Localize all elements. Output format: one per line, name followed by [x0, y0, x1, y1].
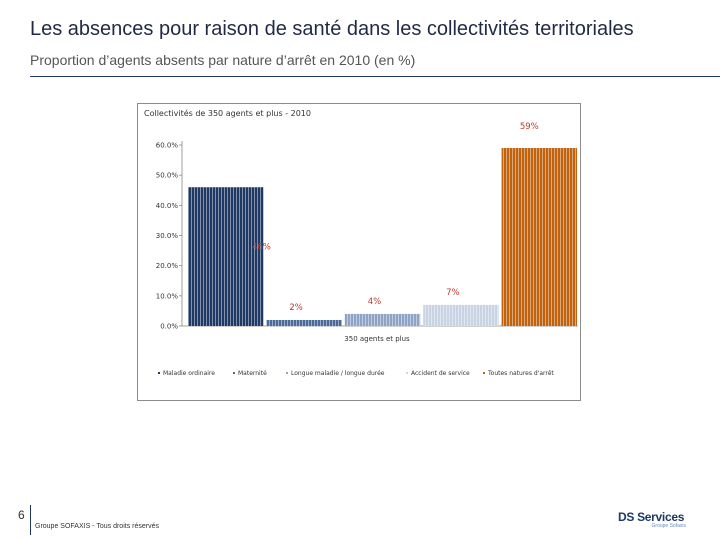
- copyright-text: Groupe SOFAXIS - Tous droits réservés: [35, 523, 159, 530]
- logo-tagline: Groupe Sofaxis: [651, 523, 686, 529]
- y-tick-label: 40.0%: [156, 202, 179, 210]
- slide-subtitle: Proportion d’agents absents par nature d…: [30, 52, 416, 68]
- legend-label: Longue maladie / longue durée: [291, 370, 385, 377]
- footer-divider: [30, 505, 31, 535]
- x-axis-label: 350 agents et plus: [344, 335, 410, 343]
- data-label: 7%: [446, 288, 460, 298]
- chart-title: Collectivités de 350 agents et plus - 20…: [144, 108, 311, 118]
- y-tick-label: 0.0%: [160, 323, 178, 331]
- slide-title: Les absences pour raison de santé dans l…: [30, 18, 634, 40]
- logo-text: DS Services: [618, 510, 685, 524]
- data-label: 4%: [368, 297, 382, 307]
- legend-label: Accident de service: [411, 370, 470, 377]
- legend-label: Toutes natures d'arrêt: [487, 370, 554, 377]
- page-number: 6: [18, 508, 25, 522]
- legend-label: Maternité: [238, 370, 267, 377]
- y-tick-label: 50.0%: [156, 172, 179, 180]
- bar-texture: [423, 304, 499, 326]
- data-label: 2%: [289, 303, 303, 313]
- data-label: 59%: [520, 122, 539, 132]
- bar-texture: [344, 313, 421, 326]
- legend-swatch: [483, 372, 485, 374]
- y-tick-label: 30.0%: [156, 232, 179, 240]
- chart-container: Collectivités de 350 agents et plus - 20…: [137, 103, 581, 401]
- legend-swatch: [233, 372, 235, 374]
- data-label: 46%: [252, 243, 271, 253]
- bar-chart: Collectivités de 350 agents et plus - 20…: [144, 108, 578, 377]
- bar-texture: [266, 319, 342, 326]
- company-logo: DS Services Groupe Sofaxis: [618, 510, 698, 532]
- bar-texture: [188, 187, 264, 326]
- y-tick-label: 60.0%: [156, 142, 179, 150]
- legend-swatch: [406, 372, 408, 374]
- y-tick-label: 20.0%: [156, 262, 179, 270]
- title-divider: [30, 76, 720, 77]
- chart-legend: Maladie ordinaire Maternité Longue maladie…: [158, 370, 554, 377]
- legend-swatch: [158, 372, 160, 374]
- y-tick-label: 10.0%: [156, 292, 179, 300]
- bar-texture: [501, 148, 577, 326]
- legend-label: Maladie ordinaire: [163, 370, 215, 377]
- legend-swatch: [286, 372, 288, 374]
